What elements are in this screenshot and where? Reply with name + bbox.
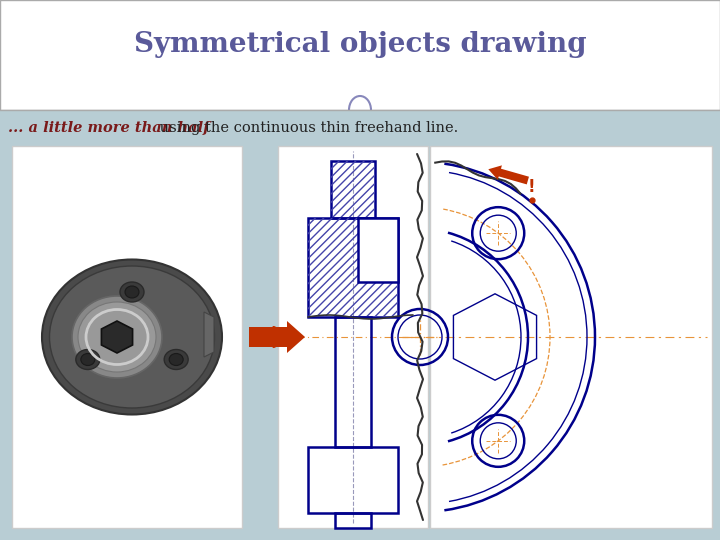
Ellipse shape [81, 354, 95, 366]
Text: ... a little more than half: ... a little more than half [8, 121, 210, 135]
Ellipse shape [164, 349, 188, 369]
Bar [308, 447, 398, 513]
Bar [335, 317, 371, 447]
Bar [0, 0, 720, 110]
Bar [358, 218, 398, 282]
Bar [0, 110, 720, 540]
Bar [335, 513, 371, 528]
Bar [331, 161, 375, 218]
Ellipse shape [169, 354, 183, 366]
Bar [331, 161, 375, 218]
Text: !: ! [528, 178, 536, 195]
Ellipse shape [125, 286, 139, 298]
Text: Symmetrical objects drawing: Symmetrical objects drawing [134, 31, 586, 58]
Ellipse shape [72, 296, 162, 378]
Polygon shape [102, 321, 132, 353]
Bar [430, 146, 712, 528]
Ellipse shape [78, 302, 156, 372]
Ellipse shape [76, 349, 100, 369]
FancyArrow shape [488, 165, 529, 184]
Bar [308, 218, 398, 317]
Bar [308, 218, 398, 317]
Bar [12, 146, 242, 528]
Bar [278, 146, 428, 528]
Ellipse shape [120, 282, 144, 302]
Text: using the continuous thin freehand line.: using the continuous thin freehand line. [155, 121, 458, 135]
Ellipse shape [50, 266, 215, 408]
Ellipse shape [42, 260, 222, 415]
FancyArrow shape [249, 321, 305, 353]
Polygon shape [204, 312, 214, 357]
